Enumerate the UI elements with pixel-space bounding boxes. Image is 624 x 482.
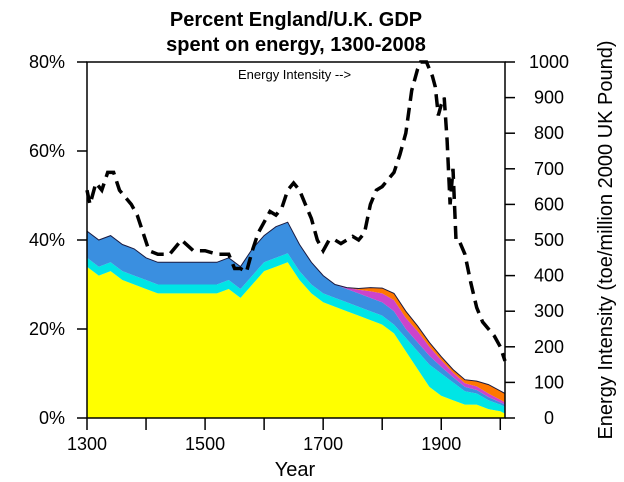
chart-title-line1: Percent England/U.K. GDP: [170, 9, 422, 31]
x-tick-label-1700: 1700: [303, 434, 343, 454]
y-left-tick-label-80: 80%: [29, 52, 65, 72]
y-left-tick-label-20: 20%: [29, 319, 65, 339]
intensity-annotation: Energy Intensity -->: [238, 67, 351, 82]
energy-intensity-line: [85, 60, 507, 362]
y-left-tick-label-0: 0%: [39, 408, 65, 428]
y-right-tick-label-600: 600: [534, 194, 564, 214]
y-right-tick-label-700: 700: [534, 159, 564, 179]
y-right-tick-label-800: 800: [534, 123, 564, 143]
y-left-tick-label-40: 40%: [29, 230, 65, 250]
y-right-tick-label-500: 500: [534, 230, 564, 250]
series-layer: [86, 221, 506, 418]
y-right-tick-label-1000: 1000: [529, 52, 569, 72]
area-series-3: [87, 222, 505, 407]
area-total-edge: [86, 221, 506, 394]
y-right-tick-label-0: 0: [544, 408, 554, 428]
intensity-layer: [85, 60, 507, 362]
y-left-axis-ticks: 0% 20% 40% 60% 80%: [29, 52, 87, 428]
y-left-tick-label-60: 60%: [29, 141, 65, 161]
y-right-axis-title: Energy Intensity (toe/million 2000 UK Po…: [595, 40, 617, 439]
x-axis-title: Year: [275, 459, 316, 481]
x-tick-label-1300: 1300: [67, 434, 107, 454]
y-right-tick-label-200: 200: [534, 337, 564, 357]
x-axis-ticks: 1300 1500 1700 1900: [67, 418, 502, 454]
x-tick-label-1900: 1900: [421, 434, 461, 454]
chart-title-line2: spent on energy, 1300-2008: [166, 34, 426, 56]
area-series-1: [87, 262, 505, 418]
y-right-tick-label-900: 900: [534, 88, 564, 108]
x-tick-label-1500: 1500: [185, 434, 225, 454]
area-series-2: [87, 253, 505, 414]
y-right-tick-label-400: 400: [534, 266, 564, 286]
y-right-tick-label-100: 100: [534, 372, 564, 392]
y-right-axis-ticks: 0 100 200 300 400 500 600 700 800 900 1000: [505, 52, 569, 428]
y-right-tick-label-300: 300: [534, 301, 564, 321]
